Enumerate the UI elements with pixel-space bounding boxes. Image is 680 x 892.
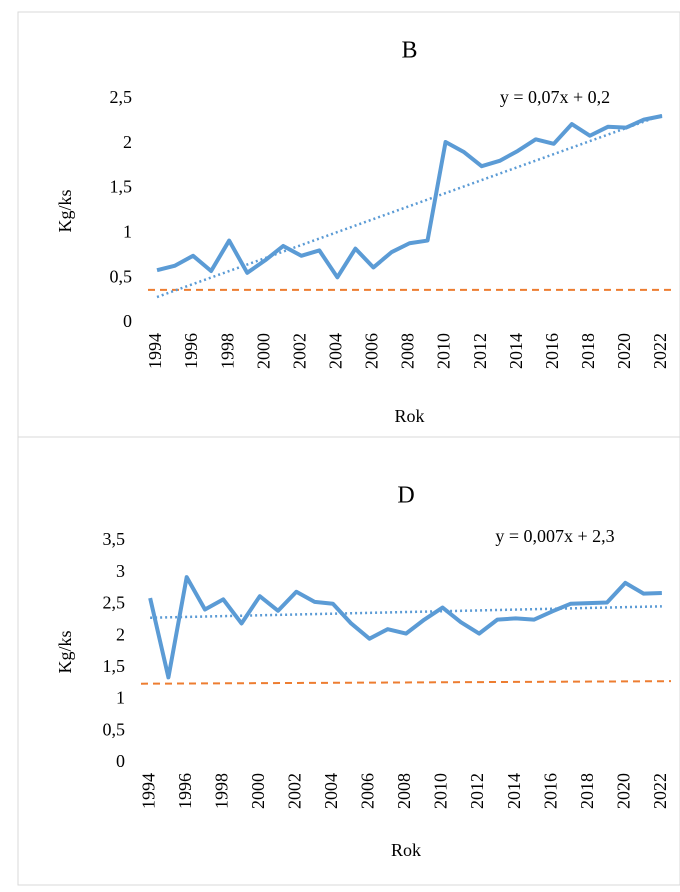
x-tick-label: 2008 xyxy=(394,773,414,809)
y-tick-label: 0 xyxy=(116,751,125,771)
y-axis-label: Kg/ks xyxy=(55,630,75,673)
reference-line xyxy=(140,680,672,685)
x-tick-label: 1996 xyxy=(181,333,201,369)
trendline-equation: y = 0,007x + 2,3 xyxy=(495,526,614,546)
x-tick-label: 1998 xyxy=(217,333,237,369)
data-line xyxy=(148,575,662,680)
x-tick-label: 2014 xyxy=(506,333,526,369)
chart-title: D xyxy=(397,483,414,509)
panel-border xyxy=(17,11,680,438)
x-tick-label: 1996 xyxy=(175,773,195,809)
x-axis-label: Rok xyxy=(394,406,424,426)
y-axis-label: Kg/ks xyxy=(55,189,75,232)
x-tick-label: 2000 xyxy=(253,333,273,369)
y-tick-label: 1 xyxy=(116,688,125,708)
y-tick-label: 0,5 xyxy=(110,266,133,286)
x-tick-label: 2020 xyxy=(614,333,634,369)
x-tick-label: 2022 xyxy=(650,773,670,809)
x-tick-label: 2000 xyxy=(248,773,268,809)
x-tick-label: 2012 xyxy=(470,333,490,369)
trendline-equation: y = 0,07x + 0,2 xyxy=(500,87,610,107)
y-tick-label: 1,5 xyxy=(110,177,133,197)
x-tick-label: 2008 xyxy=(398,333,418,369)
y-tick-label: 3,5 xyxy=(103,529,126,549)
y-tick-label: 2 xyxy=(116,624,125,644)
x-tick-label: 1994 xyxy=(145,333,165,369)
trendline xyxy=(150,605,662,619)
y-tick-label: 0 xyxy=(123,311,132,331)
chart-title: B xyxy=(401,38,417,64)
trendline xyxy=(156,113,663,299)
y-tick-label: 2,5 xyxy=(110,87,133,107)
x-axis-label: Rok xyxy=(391,840,421,860)
x-tick-label: 2010 xyxy=(431,773,451,809)
panel-border xyxy=(17,436,680,886)
x-tick-label: 2002 xyxy=(284,773,304,809)
x-tick-label: 2022 xyxy=(650,333,670,369)
y-tick-label: 2 xyxy=(123,132,132,152)
x-tick-label: 2018 xyxy=(578,333,598,369)
x-tick-label: 2016 xyxy=(540,773,560,809)
x-tick-label: 2004 xyxy=(325,333,345,369)
y-tick-label: 1 xyxy=(123,222,132,242)
x-tick-label: 2002 xyxy=(289,333,309,369)
y-tick-label: 0,5 xyxy=(103,719,126,739)
x-tick-label: 2020 xyxy=(613,773,633,809)
y-tick-label: 3 xyxy=(116,561,125,581)
x-tick-label: 2014 xyxy=(504,773,524,809)
x-tick-label: 2010 xyxy=(434,333,454,369)
x-tick-label: 1994 xyxy=(138,773,158,809)
x-tick-label: 2016 xyxy=(542,333,562,369)
x-tick-label: 2006 xyxy=(358,773,378,809)
data-line xyxy=(156,114,663,280)
y-tick-label: 1,5 xyxy=(103,656,126,676)
x-tick-label: 2004 xyxy=(321,773,341,809)
x-tick-label: 2018 xyxy=(577,773,597,809)
x-tick-label: 2006 xyxy=(362,333,382,369)
x-tick-label: 2012 xyxy=(467,773,487,809)
y-tick-label: 2,5 xyxy=(103,593,126,613)
x-tick-label: 1998 xyxy=(211,773,231,809)
